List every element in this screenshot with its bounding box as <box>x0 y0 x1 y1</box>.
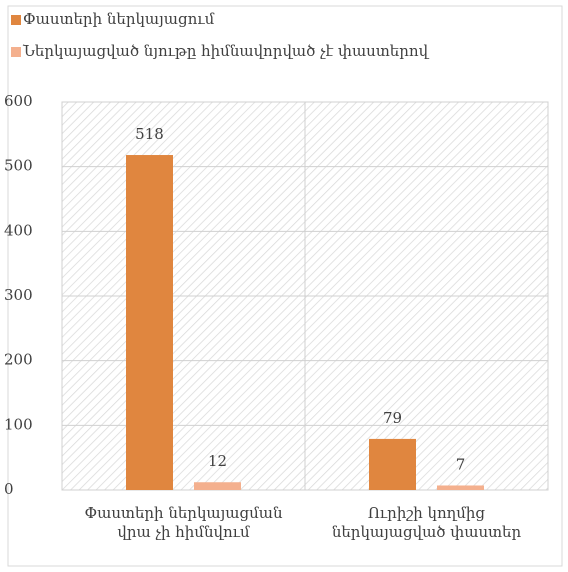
y-tick-label: 500 <box>4 157 33 175</box>
x-tick-label: Փաստերի ներկայացման վրա չի հիմնվում <box>84 504 283 541</box>
legend-swatch <box>11 15 21 25</box>
y-tick-label: 600 <box>4 92 33 110</box>
legend-swatch <box>11 47 21 57</box>
data-label: 12 <box>208 452 227 470</box>
y-tick-label: 200 <box>4 351 33 369</box>
bar <box>369 438 416 490</box>
chart-border <box>7 5 563 567</box>
y-tick-label: 100 <box>4 415 33 433</box>
y-tick-label: 300 <box>4 286 33 304</box>
bar <box>126 155 173 490</box>
bar <box>194 482 241 490</box>
y-tick-label: 0 <box>4 480 14 498</box>
x-tick-label: Ուրիշի կողմից ներկայացված փաստեր <box>332 504 522 541</box>
legend-label: Փաստերի ներկայացում <box>23 10 215 28</box>
bar <box>437 485 484 490</box>
data-label: 518 <box>135 125 164 143</box>
legend-label: Ներկայացված նյութը հիմնավորված չէ փաստեր… <box>22 42 430 60</box>
data-label: 7 <box>456 455 466 473</box>
y-tick-label: 400 <box>4 221 33 239</box>
data-label: 79 <box>383 409 402 427</box>
